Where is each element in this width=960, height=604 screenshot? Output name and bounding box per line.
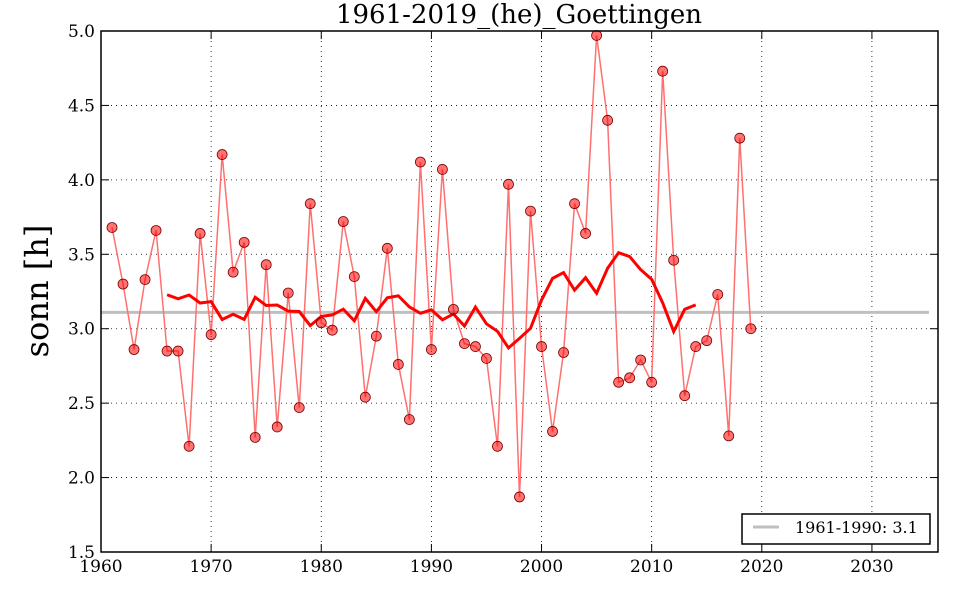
data-point	[106, 222, 118, 233]
data-point	[437, 164, 448, 175]
data-point	[459, 338, 470, 350]
data-point	[359, 391, 371, 403]
data-point	[569, 198, 580, 210]
data-point	[381, 242, 393, 254]
data-point	[161, 345, 173, 357]
y-tick-label: 3.0	[68, 320, 95, 340]
data-point	[414, 156, 426, 168]
data-point	[183, 440, 195, 452]
data-point	[470, 341, 481, 352]
data-point	[249, 431, 261, 443]
data-point	[194, 228, 206, 239]
plot-frame	[100, 30, 939, 553]
data-point	[536, 341, 547, 352]
y-tick-label: 3.5	[68, 245, 95, 265]
data-point	[425, 344, 437, 355]
chart-title: 1961-2019_(he)_Goettingen	[336, 0, 702, 30]
data-point	[348, 271, 360, 283]
data-point	[481, 353, 492, 364]
legend: 1961-1990: 3.1	[741, 513, 931, 545]
legend-box	[741, 513, 931, 545]
data-point	[139, 274, 151, 285]
data-point	[128, 344, 140, 355]
data-point	[260, 259, 272, 271]
y-tick-label: 4.0	[68, 171, 95, 191]
data-point	[580, 228, 591, 239]
data-point	[646, 376, 658, 388]
x-tick-label: 2030	[850, 557, 893, 577]
x-tick-label: 2010	[630, 557, 673, 577]
data-point	[734, 132, 746, 144]
data-point	[227, 266, 239, 278]
data-point	[657, 65, 669, 77]
x-tick-label: 1980	[300, 557, 343, 577]
data-point	[723, 430, 735, 442]
y-tick-label: 4.5	[68, 96, 95, 116]
data-point	[525, 205, 536, 217]
data-point	[690, 341, 702, 352]
data-point	[117, 278, 129, 290]
data-point	[613, 376, 625, 388]
x-tick-label: 1990	[410, 557, 453, 577]
y-tick-label: 2.5	[68, 394, 95, 414]
data-point	[172, 345, 184, 357]
axis-ticks: 1960 1970 1980 1990 2000 2010 2020 2030 1.5 2.0 2.…	[68, 22, 938, 577]
data-point	[392, 359, 404, 370]
running-mean-line	[166, 250, 697, 351]
data-point	[448, 303, 459, 315]
x-tick-label: 2020	[740, 557, 783, 577]
data-point	[701, 335, 713, 347]
data-point	[205, 329, 217, 341]
y-tick-label: 1.5	[68, 543, 95, 563]
data-point	[745, 323, 757, 335]
y-tick-label: 5.0	[68, 22, 95, 42]
data-point	[315, 317, 327, 329]
data-point	[293, 402, 305, 414]
data-point	[503, 178, 514, 190]
data-point	[282, 287, 294, 299]
chart-marks	[101, 30, 929, 503]
legend-label: 1961-1990: 3.1	[795, 518, 918, 537]
data-point	[326, 324, 338, 336]
x-tick-label: 2000	[520, 557, 563, 577]
x-tick-label: 1960	[79, 557, 122, 577]
data-point	[337, 216, 349, 227]
x-tick-label: 1970	[189, 557, 232, 577]
data-point	[624, 372, 636, 384]
y-axis-label: sonn [h]	[18, 225, 56, 358]
data-point	[668, 254, 680, 266]
data-point	[370, 330, 382, 342]
data-point	[271, 421, 283, 433]
data-point	[712, 289, 724, 300]
data-point	[216, 149, 228, 160]
data-point	[602, 114, 614, 126]
data-point	[238, 236, 250, 248]
data-point	[403, 414, 415, 425]
data-point	[547, 426, 558, 437]
data-point	[304, 198, 316, 210]
data-point	[558, 347, 569, 358]
data-point	[635, 354, 647, 366]
data-point	[514, 491, 525, 503]
grid	[101, 31, 938, 552]
data-point	[150, 225, 162, 236]
data-point	[591, 30, 602, 41]
y-tick-label: 2.0	[68, 469, 95, 489]
data-point	[492, 440, 503, 452]
data-point	[679, 390, 691, 402]
